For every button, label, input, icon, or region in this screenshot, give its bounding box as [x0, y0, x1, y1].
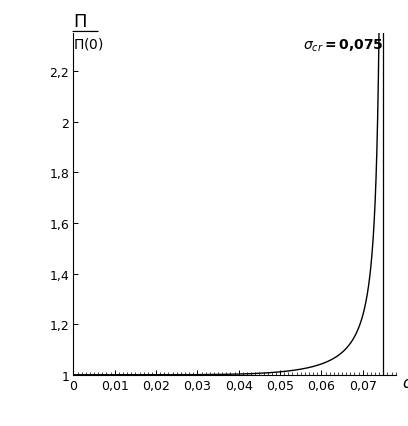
Text: $\sigma$: $\sigma$ — [402, 377, 408, 391]
Text: $\Pi$: $\Pi$ — [73, 13, 87, 31]
Text: $\sigma_{cr}$$\mathbf{=0{,}075}$: $\sigma_{cr}$$\mathbf{=0{,}075}$ — [303, 38, 384, 54]
Text: $\Pi(0)$: $\Pi(0)$ — [73, 36, 104, 52]
